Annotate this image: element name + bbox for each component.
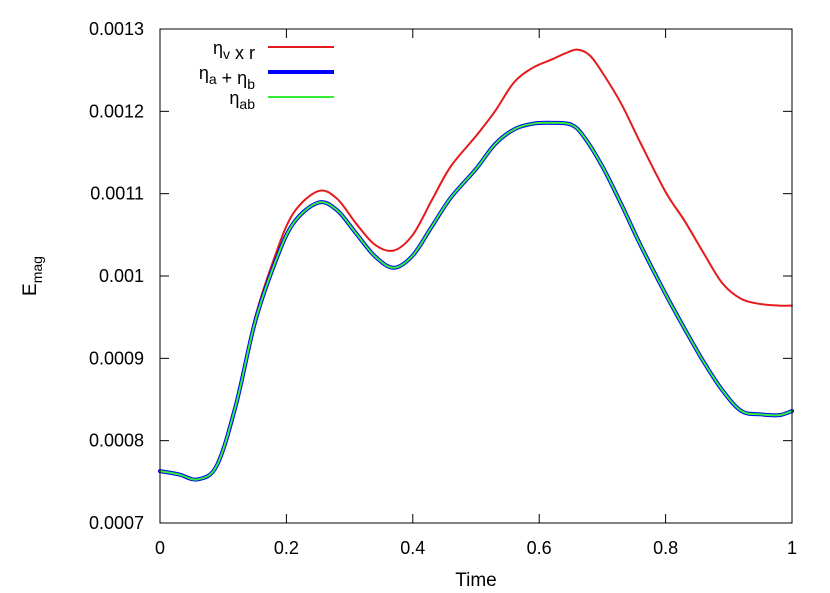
y-tick-label: 0.0013 [89,19,144,39]
x-tick-label: 0.2 [274,538,299,558]
x-tick-label: 0 [155,538,165,558]
y-tick-label: 0.0011 [90,184,144,204]
y-tick-label: 0.001 [99,266,144,286]
x-tick-label: 0.8 [653,538,678,558]
x-tick-label: 0.6 [527,538,552,558]
y-tick-label: 0.0012 [89,101,144,121]
y-axis-title: Emag [20,256,45,296]
series-lines [158,48,794,482]
legend-label: ηv x r [213,38,255,63]
series-line-eta-a-plus-eta-b [158,120,794,482]
x-tick-label: 1 [787,538,797,558]
plot-frame [159,28,793,524]
series-line-eta-ab [159,121,793,481]
y-tick-label: 0.0008 [89,431,144,451]
legend-label: ηab [229,88,255,112]
series-line-eta-v-x-r [159,48,793,481]
y-tick-label: 0.0009 [89,348,144,368]
tick-labels: 0 0.2 0.4 0.6 0.8 1 0.0007 0.0008 0.0009 0.001 0.0… [89,19,797,558]
y-tick-label: 0.0007 [89,513,144,533]
x-axis-title: Time [455,570,497,591]
legend-label: ηa + ηb [199,63,255,92]
x-tick-label: 0.4 [400,538,425,558]
